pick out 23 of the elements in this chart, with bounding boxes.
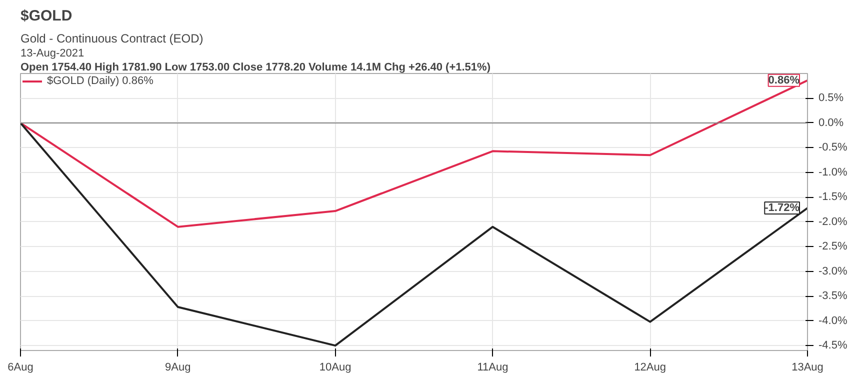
chart-subtitle: Gold - Continuous Contract (EOD) [20, 32, 204, 46]
x-tick-label: 12Aug [634, 362, 666, 374]
y-tick-label: -2.0% [818, 216, 848, 228]
text: 13-Aug-2021 [20, 48, 84, 60]
y-tick-label: 0.0% [818, 116, 844, 129]
y-tick-label: -0.5% [818, 142, 848, 154]
y-tick-label: -1.0% [818, 166, 848, 178]
y-tick-label: -3.0% [818, 265, 848, 278]
line-series [20, 122, 808, 347]
text: Open 1754.40 High 1781.90 Low 1753.00 Close 1778.20 Volume 14.1M Chg +26.40 (+1.51%) [20, 62, 491, 74]
legend-label: $GOLD (Daily) 0.86% [47, 75, 154, 87]
x-tick-label: 11Aug [477, 362, 508, 374]
y-tick-label: -3.5% [818, 290, 848, 302]
x-tick-label: 9Aug [165, 362, 191, 374]
x-tick-label: 6Aug [8, 362, 34, 374]
y-tick-label: 0.5% [818, 92, 844, 104]
chart-title: $GOLD [20, 8, 72, 24]
x-tick-label: 10Aug [319, 362, 352, 374]
x-tick-label: 13Aug [792, 362, 824, 374]
y-tick-label: -4.0% [818, 314, 848, 327]
y-tick-label: -1.5% [818, 191, 848, 204]
y-tick-label: -4.5% [818, 340, 848, 352]
y-tick-label: -2.5% [818, 240, 848, 253]
